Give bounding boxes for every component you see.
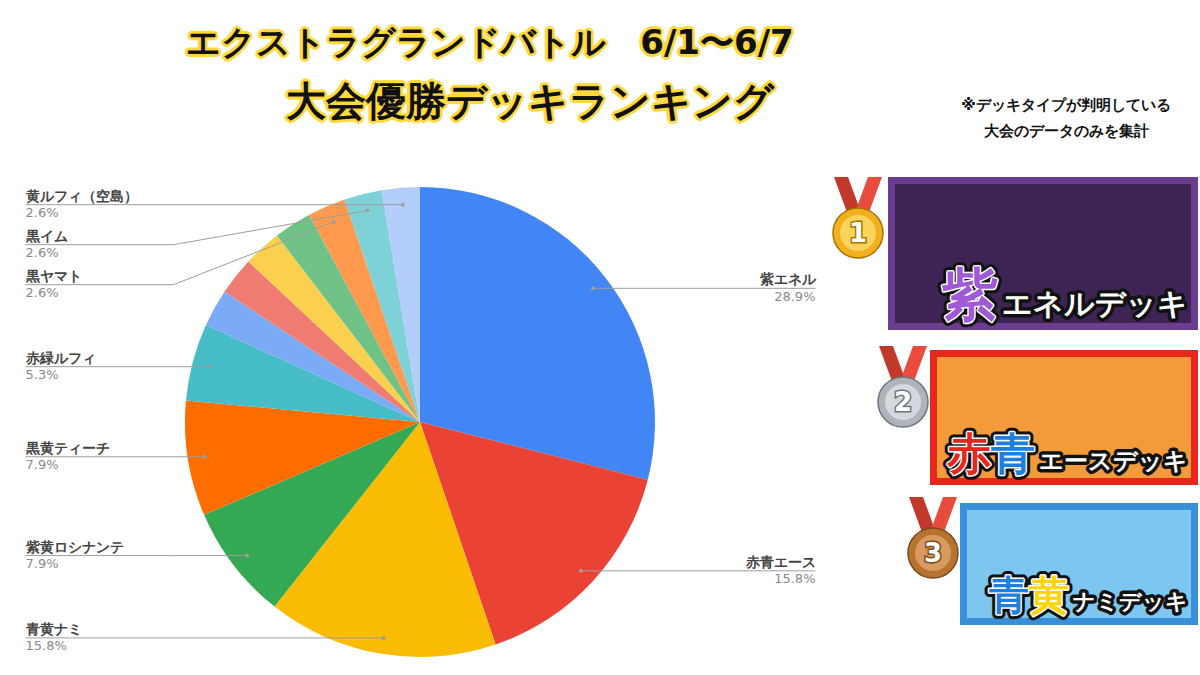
svg-text:紫黄ロシナンテ: 紫黄ロシナンテ bbox=[25, 539, 124, 555]
html-text:大会優勝デッキランキング: 大会優勝デッキランキング bbox=[286, 78, 774, 124]
svg-text:2.6%: 2.6% bbox=[26, 205, 59, 220]
svg-text:黒ヤマト: 黒ヤマト bbox=[25, 268, 82, 284]
svg-text:5.3%: 5.3% bbox=[26, 367, 59, 382]
svg-text:紫エネル: 紫エネル bbox=[759, 271, 817, 287]
svg-text:7.9%: 7.9% bbox=[26, 457, 59, 472]
svg-text:2.6%: 2.6% bbox=[26, 245, 59, 260]
svg-text:紫エネルデッキ: 紫エネルデッキ bbox=[941, 262, 1188, 327]
html-text:※デッキタイプが判明している: ※デッキタイプが判明している bbox=[961, 96, 1171, 114]
svg-text:黄ルフィ（空島）: 黄ルフィ（空島） bbox=[25, 188, 138, 204]
svg-text:3: 3 bbox=[924, 538, 942, 568]
svg-text:15.8%: 15.8% bbox=[26, 638, 67, 653]
svg-text:赤緑ルフィ: 赤緑ルフィ bbox=[25, 350, 96, 366]
svg-text:15.8%: 15.8% bbox=[774, 571, 815, 586]
svg-text:赤青エースデッキ: 赤青エースデッキ bbox=[946, 428, 1188, 479]
html-text:大会のデータのみを集計: 大会のデータのみを集計 bbox=[983, 122, 1149, 140]
svg-text:28.9%: 28.9% bbox=[774, 289, 815, 304]
svg-text:紫エネルデッキ: 紫エネルデッキ bbox=[941, 262, 1188, 327]
svg-text:1: 1 bbox=[849, 218, 867, 248]
svg-text:青黄ナミデッキ: 青黄ナミデッキ bbox=[988, 572, 1188, 618]
html-text:エクストラグランドバトル 6/1〜6/7: エクストラグランドバトル 6/1〜6/7 bbox=[186, 22, 794, 62]
svg-text:黒イム: 黒イム bbox=[25, 228, 68, 244]
svg-text:黒黄ティーチ: 黒黄ティーチ bbox=[25, 440, 110, 456]
svg-text:2.6%: 2.6% bbox=[26, 285, 59, 300]
svg-text:青黄ナミデッキ: 青黄ナミデッキ bbox=[988, 572, 1188, 618]
svg-text:7.9%: 7.9% bbox=[26, 556, 59, 571]
svg-text:赤青エースデッキ: 赤青エースデッキ bbox=[946, 428, 1188, 479]
svg-text:2: 2 bbox=[894, 387, 912, 417]
svg-text:赤青エース: 赤青エース bbox=[745, 554, 816, 570]
svg-text:青黄ナミ: 青黄ナミ bbox=[25, 621, 82, 637]
